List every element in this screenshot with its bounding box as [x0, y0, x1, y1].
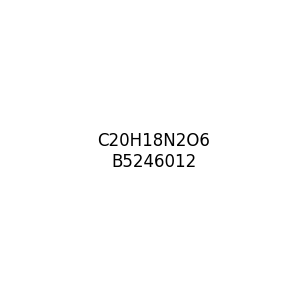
Text: C20H18N2O6
B5246012: C20H18N2O6 B5246012 [97, 132, 210, 171]
